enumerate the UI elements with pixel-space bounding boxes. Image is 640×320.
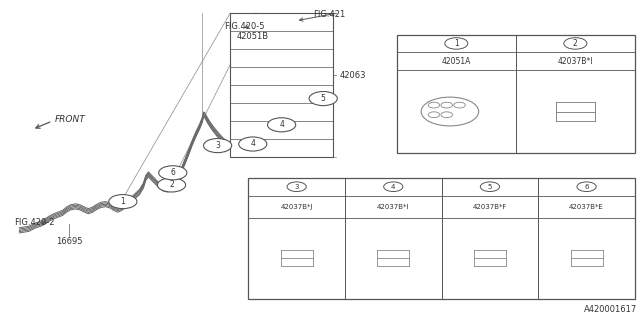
- Circle shape: [384, 182, 403, 191]
- Circle shape: [309, 92, 337, 106]
- Text: 5: 5: [321, 94, 326, 103]
- Circle shape: [445, 38, 468, 49]
- Circle shape: [268, 118, 296, 132]
- Text: 2: 2: [169, 180, 174, 189]
- Circle shape: [109, 195, 137, 209]
- Bar: [397, 35, 635, 153]
- Text: 4: 4: [391, 184, 396, 190]
- Text: 16695: 16695: [56, 237, 83, 246]
- Text: 3: 3: [215, 141, 220, 150]
- Text: 1: 1: [120, 197, 125, 206]
- Text: FIG.420-5: FIG.420-5: [224, 22, 264, 31]
- Circle shape: [287, 182, 307, 191]
- Text: 42037B*I: 42037B*I: [377, 204, 410, 210]
- Text: 3: 3: [294, 184, 299, 190]
- Text: 42051B: 42051B: [237, 32, 269, 41]
- Circle shape: [239, 137, 267, 151]
- Circle shape: [577, 182, 596, 191]
- Circle shape: [564, 38, 587, 49]
- Circle shape: [159, 166, 187, 180]
- Bar: [230, 13, 333, 157]
- Text: 6: 6: [170, 168, 175, 177]
- Text: FIG.420-2: FIG.420-2: [14, 218, 54, 227]
- Circle shape: [480, 182, 499, 191]
- Bar: [248, 178, 635, 299]
- Text: 42037B*F: 42037B*F: [473, 204, 507, 210]
- Text: 42037B*J: 42037B*J: [280, 204, 313, 210]
- Text: 42051A: 42051A: [442, 57, 471, 66]
- Text: 4: 4: [279, 120, 284, 129]
- Circle shape: [204, 139, 232, 153]
- Text: 5: 5: [488, 184, 492, 190]
- Text: 2: 2: [573, 39, 578, 48]
- Text: 6: 6: [584, 184, 589, 190]
- Text: 4: 4: [250, 140, 255, 148]
- Text: 42063: 42063: [339, 71, 365, 80]
- Circle shape: [157, 178, 186, 192]
- Text: 42037B*E: 42037B*E: [569, 204, 604, 210]
- Text: FRONT: FRONT: [54, 115, 85, 124]
- Text: 1: 1: [454, 39, 459, 48]
- Text: A420001617: A420001617: [584, 305, 637, 314]
- Text: 42037B*I: 42037B*I: [557, 57, 593, 66]
- Text: FIG.421: FIG.421: [314, 10, 346, 19]
